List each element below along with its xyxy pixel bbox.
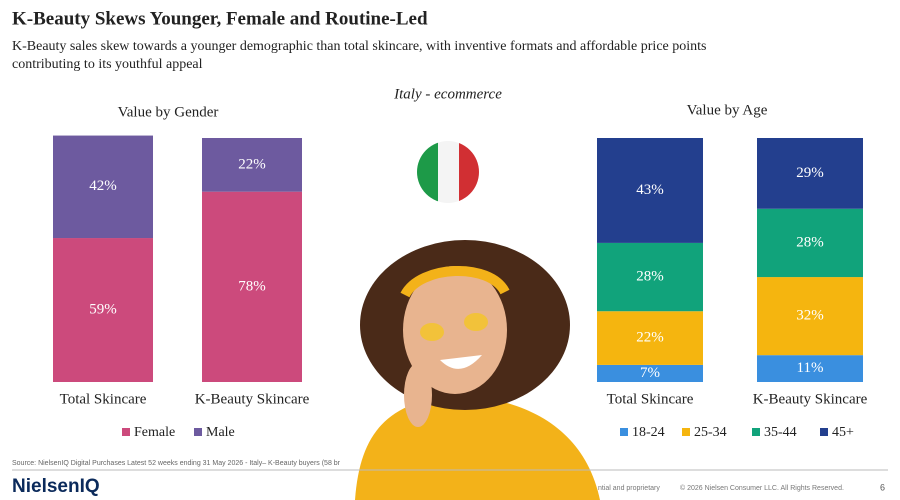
data-label: 28%	[796, 234, 824, 250]
market: Italy - ecommerce	[393, 86, 502, 102]
bar-segment	[757, 208, 863, 278]
bar-segment	[597, 311, 703, 365]
italy-flag	[417, 141, 479, 203]
legend-swatch	[194, 428, 202, 436]
bar-segment	[597, 242, 703, 312]
bar-segment	[757, 277, 863, 356]
copyright: © 2026 Nielsen Consumer LLC. All Rights …	[680, 484, 844, 492]
bar-segment	[53, 238, 153, 382]
bar-segment	[53, 135, 153, 239]
legend-swatch	[620, 428, 628, 436]
category-label: K-Beauty Skincare	[753, 391, 868, 407]
legend-swatch	[820, 428, 828, 436]
category-label: Total Skincare	[60, 391, 147, 407]
data-label: 78%	[238, 278, 266, 294]
category-label: Total Skincare	[607, 391, 694, 407]
legend-swatch	[122, 428, 130, 436]
legend-swatch	[682, 428, 690, 436]
bar-segment	[597, 138, 703, 243]
legend-label: Male	[206, 425, 235, 440]
chart-title: Value by Age	[687, 102, 768, 118]
bar-segment	[597, 364, 703, 382]
subtitle: K-Beauty sales skew towards a younger de…	[12, 39, 706, 54]
data-label: 28%	[636, 269, 664, 285]
data-label: 43%	[636, 182, 664, 198]
chart-title: Value by Gender	[118, 104, 219, 120]
bar-segment	[757, 138, 863, 209]
bar-segment	[202, 138, 302, 192]
source: Source: NielsenIQ Digital Purchases Late…	[12, 460, 341, 467]
legend-swatch	[752, 428, 760, 436]
logo: NielsenIQ	[12, 476, 100, 497]
data-label: 32%	[796, 308, 824, 324]
legend-label: 18-24	[632, 425, 665, 440]
data-label: 7%	[640, 365, 660, 381]
category-label: K-Beauty Skincare	[195, 391, 310, 407]
slide-title: K-Beauty Skews Younger, Female and Routi…	[12, 8, 428, 29]
data-label: 11%	[797, 360, 824, 376]
subtitle: contributing to its youthful appeal	[12, 57, 203, 72]
legend-label: 45+	[832, 425, 854, 440]
bar-segment	[757, 355, 863, 382]
data-label: 22%	[238, 156, 266, 172]
confidential: ntial and proprietary	[598, 485, 660, 492]
legend-label: 25-34	[694, 425, 727, 440]
model-photo	[355, 240, 600, 500]
page-number: 6	[880, 482, 885, 492]
legend-label: Female	[134, 425, 175, 440]
data-label: 22%	[636, 330, 664, 346]
data-label: 29%	[796, 165, 824, 181]
legend-label: 35-44	[764, 425, 797, 440]
data-label: 59%	[89, 301, 117, 317]
data-label: 42%	[89, 178, 117, 194]
bar-segment	[202, 191, 302, 382]
